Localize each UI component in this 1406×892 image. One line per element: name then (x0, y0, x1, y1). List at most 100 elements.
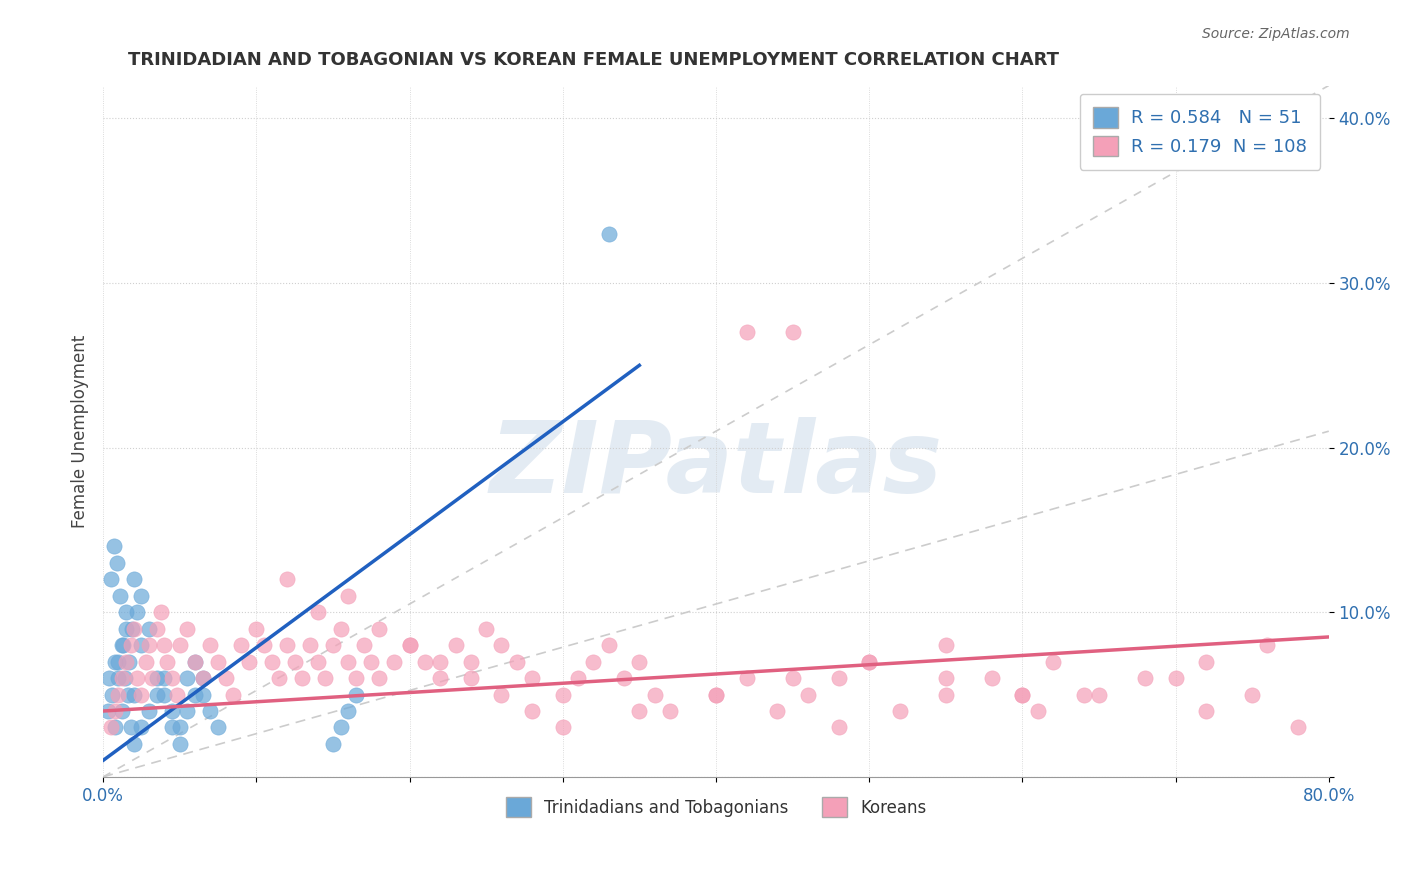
Point (229, 638, 252, 652)
Point (307, 655, 329, 669)
Point (644, 688, 666, 702)
Point (150, 605, 173, 619)
Point (344, 688, 367, 702)
Point (353, 638, 375, 652)
Point (138, 704, 160, 718)
Point (166, 688, 188, 702)
Point (156, 655, 179, 669)
Point (110, 704, 132, 718)
Point (307, 605, 329, 619)
Point (322, 737, 344, 751)
Point (184, 655, 207, 669)
Point (169, 737, 191, 751)
Point (598, 638, 620, 652)
Point (766, 704, 789, 718)
Point (276, 572, 298, 586)
Point (1088, 688, 1111, 702)
Point (598, 227, 620, 241)
Point (104, 704, 127, 718)
Point (291, 671, 314, 685)
Text: ZIPatlas: ZIPatlas (489, 417, 942, 515)
Point (131, 688, 153, 702)
Point (797, 688, 820, 702)
Point (1195, 704, 1218, 718)
Point (115, 605, 138, 619)
Point (314, 671, 336, 685)
Point (121, 622, 143, 636)
Point (131, 721, 153, 735)
Point (460, 655, 482, 669)
Point (398, 638, 420, 652)
Point (122, 688, 145, 702)
Point (138, 638, 160, 652)
Y-axis label: Female Unemployment: Female Unemployment (72, 334, 89, 528)
Point (1256, 638, 1278, 652)
Point (980, 671, 1002, 685)
Point (329, 622, 352, 636)
Point (491, 638, 513, 652)
Point (138, 622, 160, 636)
Point (704, 688, 727, 702)
Point (160, 704, 183, 718)
Point (153, 688, 176, 702)
Point (160, 671, 183, 685)
Point (1011, 688, 1033, 702)
Point (1073, 688, 1095, 702)
Point (429, 655, 451, 669)
Point (567, 671, 589, 685)
Point (145, 622, 167, 636)
Point (153, 638, 176, 652)
Point (104, 721, 127, 735)
Point (520, 671, 543, 685)
Legend: Trinidadians and Tobagonians, Koreans: Trinidadians and Tobagonians, Koreans (499, 790, 934, 824)
Point (200, 704, 222, 718)
Point (704, 688, 727, 702)
Point (337, 655, 360, 669)
Point (344, 671, 367, 685)
Point (107, 671, 129, 685)
Point (125, 605, 148, 619)
Point (1133, 671, 1156, 685)
Point (858, 655, 880, 669)
Point (935, 688, 957, 702)
Point (659, 704, 682, 718)
Point (176, 671, 198, 685)
Point (551, 688, 574, 702)
Point (160, 721, 183, 735)
Point (107, 655, 129, 669)
Point (491, 688, 513, 702)
Point (735, 671, 758, 685)
Point (935, 671, 957, 685)
Point (1164, 671, 1187, 685)
Point (360, 655, 382, 669)
Point (98, 671, 121, 685)
Point (1011, 688, 1033, 702)
Point (782, 671, 804, 685)
Point (107, 688, 129, 702)
Point (329, 721, 352, 735)
Point (245, 622, 267, 636)
Point (382, 655, 405, 669)
Point (141, 671, 163, 685)
Point (191, 671, 214, 685)
Point (131, 638, 153, 652)
Point (444, 638, 467, 652)
Point (475, 622, 498, 636)
Point (191, 688, 214, 702)
Point (112, 638, 135, 652)
Point (114, 671, 136, 685)
Point (207, 721, 229, 735)
Point (176, 704, 198, 718)
Point (108, 589, 131, 603)
Point (222, 688, 245, 702)
Point (169, 721, 191, 735)
Point (117, 688, 139, 702)
Point (398, 638, 420, 652)
Point (253, 638, 276, 652)
Point (269, 671, 291, 685)
Point (135, 655, 157, 669)
Point (97, 704, 120, 718)
Point (120, 721, 142, 735)
Point (337, 589, 360, 603)
Point (215, 671, 238, 685)
